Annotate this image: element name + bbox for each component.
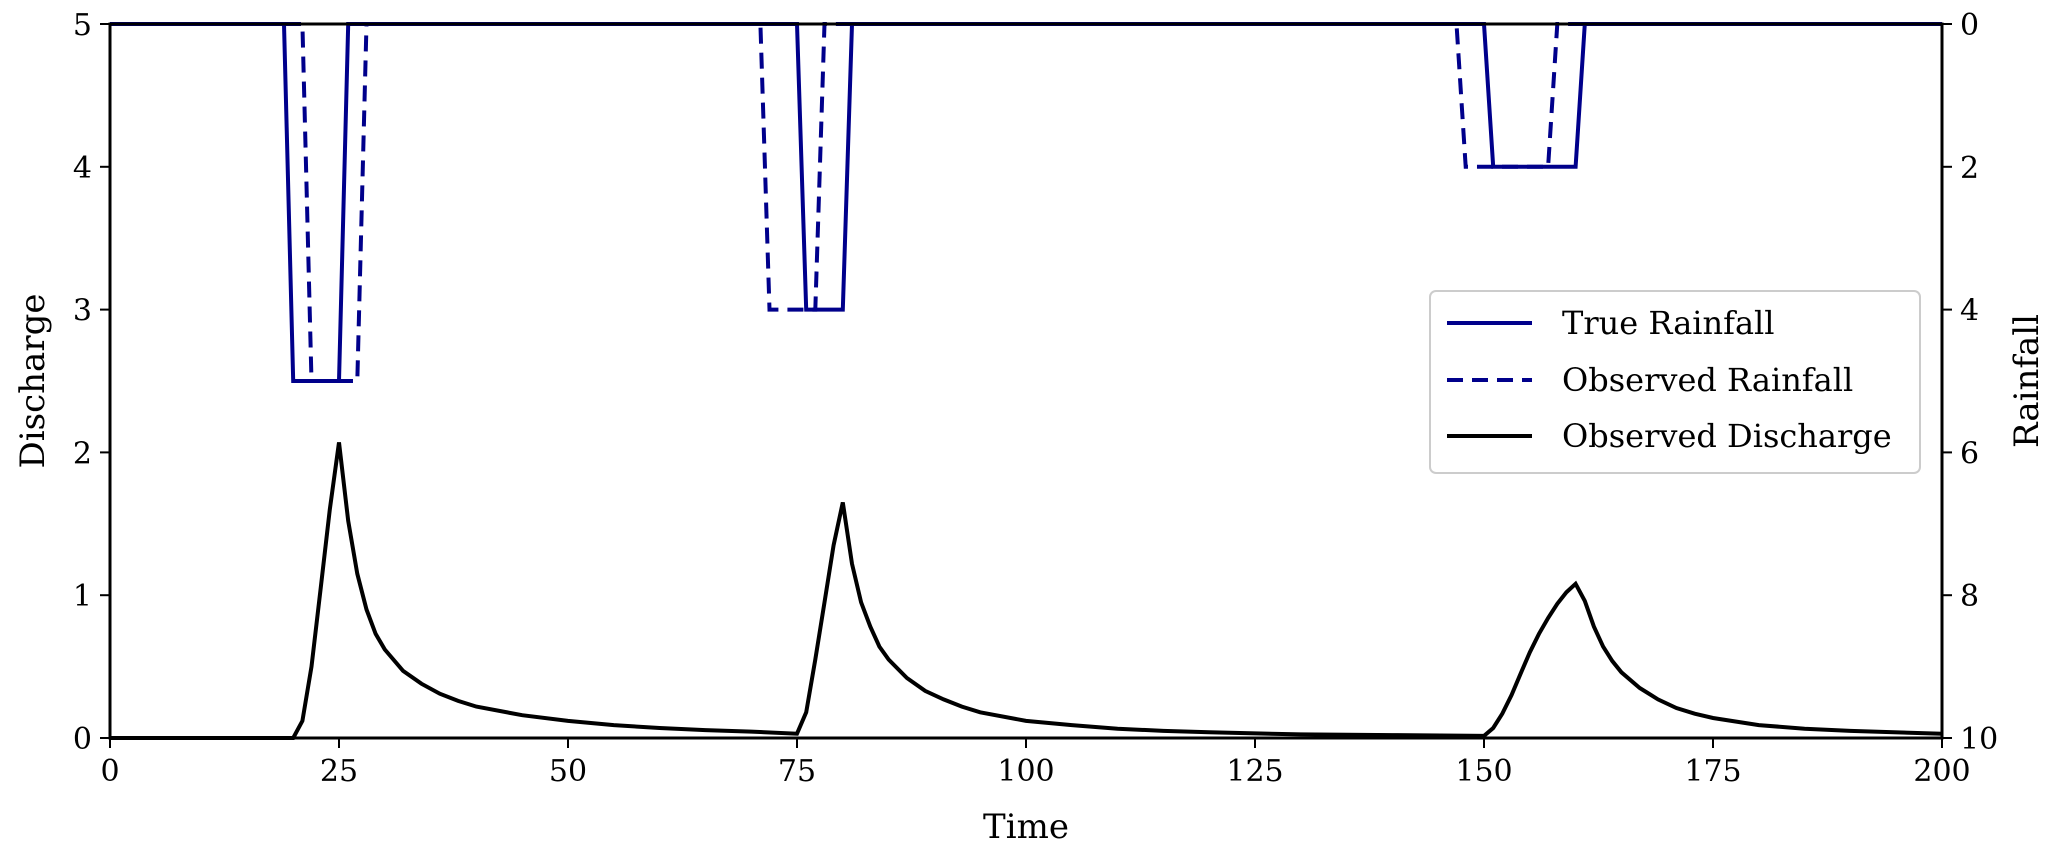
y-tick-label-right: 8 <box>1960 579 1979 614</box>
x-tick-label: 200 <box>1913 754 1970 789</box>
y-axis-title-left: Discharge <box>13 294 53 469</box>
x-axis-title: Time <box>983 807 1069 847</box>
legend-box <box>1429 290 1921 474</box>
legend-label-observed-discharge: Observed Discharge <box>1562 417 1892 455</box>
x-tick-label: 50 <box>549 754 587 789</box>
y-ticks-right: 0 2 4 6 8 10 <box>1942 8 1998 757</box>
y-tick-label-right: 4 <box>1960 294 1979 329</box>
y-tick-label-left: 4 <box>73 151 92 186</box>
y-axis-title-right: Rainfall <box>2007 314 2047 448</box>
y-tick-label-left: 2 <box>73 436 92 471</box>
legend-label-true-rainfall: True Rainfall <box>1562 304 1775 342</box>
x-tick-label: 0 <box>100 754 119 789</box>
x-ticks: 0 25 50 75 100 125 150 175 200 <box>100 738 1971 789</box>
x-tick-label: 75 <box>778 754 816 789</box>
x-tick-label: 125 <box>1226 754 1283 789</box>
legend-label-observed-rainfall: Observed Rainfall <box>1562 361 1853 399</box>
x-tick-label: 150 <box>1455 754 1512 789</box>
series-line-true-rainfall <box>110 22 1942 383</box>
y-tick-label-left: 5 <box>73 8 92 43</box>
y-tick-label-left: 1 <box>73 579 92 614</box>
y-ticks-left: 0 1 2 3 4 5 <box>73 8 110 757</box>
series-layer <box>110 22 1943 740</box>
y-tick-label-left: 0 <box>73 722 92 757</box>
series-line-observed-rainfall <box>110 22 1942 383</box>
x-tick-label: 25 <box>320 754 358 789</box>
series-line-observed-discharge <box>110 442 1943 740</box>
y-tick-label-right: 6 <box>1960 436 1979 471</box>
y-tick-label-right: 10 <box>1960 722 1998 757</box>
legend: True Rainfall Observed Rainfall Observed… <box>1429 290 1921 474</box>
x-tick-label: 100 <box>997 754 1054 789</box>
y-tick-label-right: 0 <box>1960 8 1979 43</box>
y-tick-label-right: 2 <box>1960 151 1979 186</box>
x-tick-label: 175 <box>1684 754 1741 789</box>
y-tick-label-left: 3 <box>73 294 92 329</box>
